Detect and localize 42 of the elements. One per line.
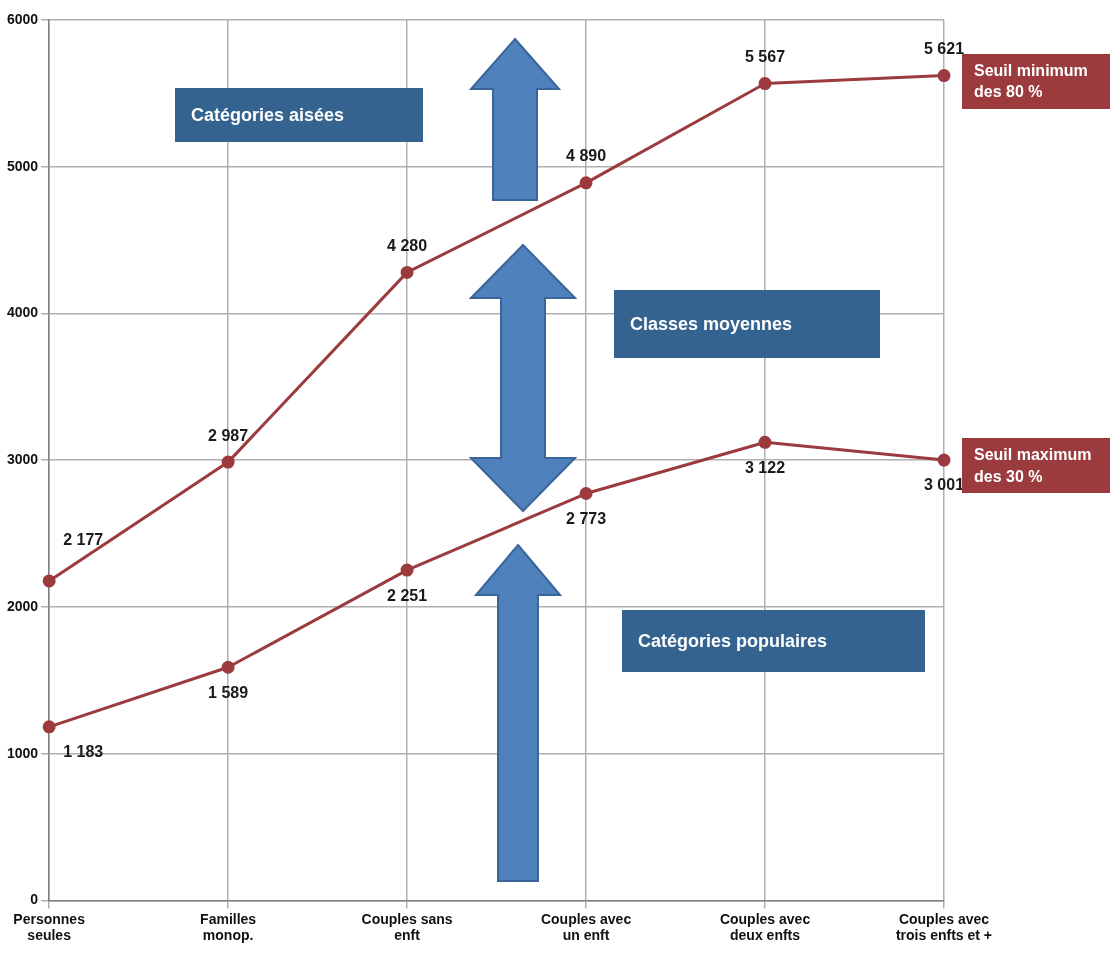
x-tick-label: Couples avec trois enfts et + <box>895 910 993 944</box>
data-label: 1 589 <box>208 683 249 701</box>
data-label: 2 251 <box>387 586 428 604</box>
y-tick-label: 6000 <box>6 10 39 27</box>
y-tick-label: 1000 <box>6 744 39 761</box>
series-label: Seuil minimum des 80 % <box>974 61 1088 101</box>
point <box>758 435 772 449</box>
x-tick-label: Couples avec deux enfts <box>719 910 811 944</box>
data-label: 5 621 <box>923 40 965 58</box>
text-box: Catégories populaires <box>622 610 925 672</box>
point <box>400 563 414 577</box>
y-tick-label: 0 <box>30 891 39 908</box>
data-label: 2 177 <box>63 531 104 549</box>
data-label: 2 773 <box>566 509 607 527</box>
point <box>400 265 414 279</box>
data-label: 2 987 <box>208 426 249 444</box>
x-tick-label: Couples sans enft <box>361 910 453 944</box>
y-tick-label: 3000 <box>6 451 39 468</box>
data-label: 5 567 <box>745 47 786 65</box>
x-tick-label: Couples avec un enft <box>540 910 632 944</box>
point <box>579 176 593 190</box>
data-label: 4 280 <box>387 236 428 254</box>
point <box>42 574 56 588</box>
series-label: Seuil maximum des 30 % <box>974 446 1092 485</box>
x-tick-label: Personnes seules <box>13 910 86 944</box>
point <box>758 77 772 91</box>
y-tick-label: 2000 <box>6 597 39 614</box>
text-box: Catégories aisées <box>175 88 423 142</box>
point <box>42 720 56 734</box>
data-label: 1 183 <box>63 743 104 761</box>
y-tick-label: 4000 <box>6 304 39 321</box>
data-label: 3 001 <box>923 476 965 494</box>
point <box>579 487 593 501</box>
data-label: 4 890 <box>566 147 607 165</box>
y-tick-label: 5000 <box>6 157 39 174</box>
data-label: 3 122 <box>745 458 786 476</box>
text-box: Classes moyennes <box>614 290 880 358</box>
point <box>221 660 235 674</box>
point <box>937 453 951 467</box>
point <box>221 455 235 469</box>
point <box>937 69 951 83</box>
x-tick-label: Familles monop. <box>200 910 257 944</box>
